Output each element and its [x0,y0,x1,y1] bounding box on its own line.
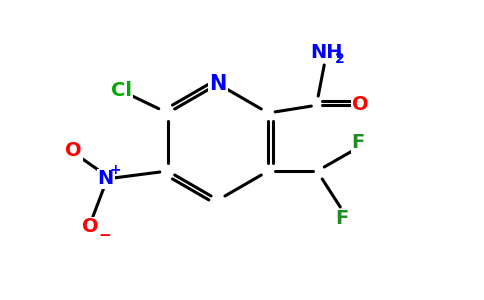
Text: F: F [335,209,349,229]
Text: N: N [209,74,227,94]
Text: O: O [352,95,368,115]
Text: Cl: Cl [111,82,132,100]
Text: 2: 2 [335,52,345,66]
Text: O: O [65,142,82,160]
Text: +: + [110,163,121,177]
Text: −: − [98,229,111,244]
Text: NH: NH [310,44,343,62]
Text: N: N [98,169,114,188]
Text: F: F [351,134,365,152]
Text: O: O [82,218,99,236]
